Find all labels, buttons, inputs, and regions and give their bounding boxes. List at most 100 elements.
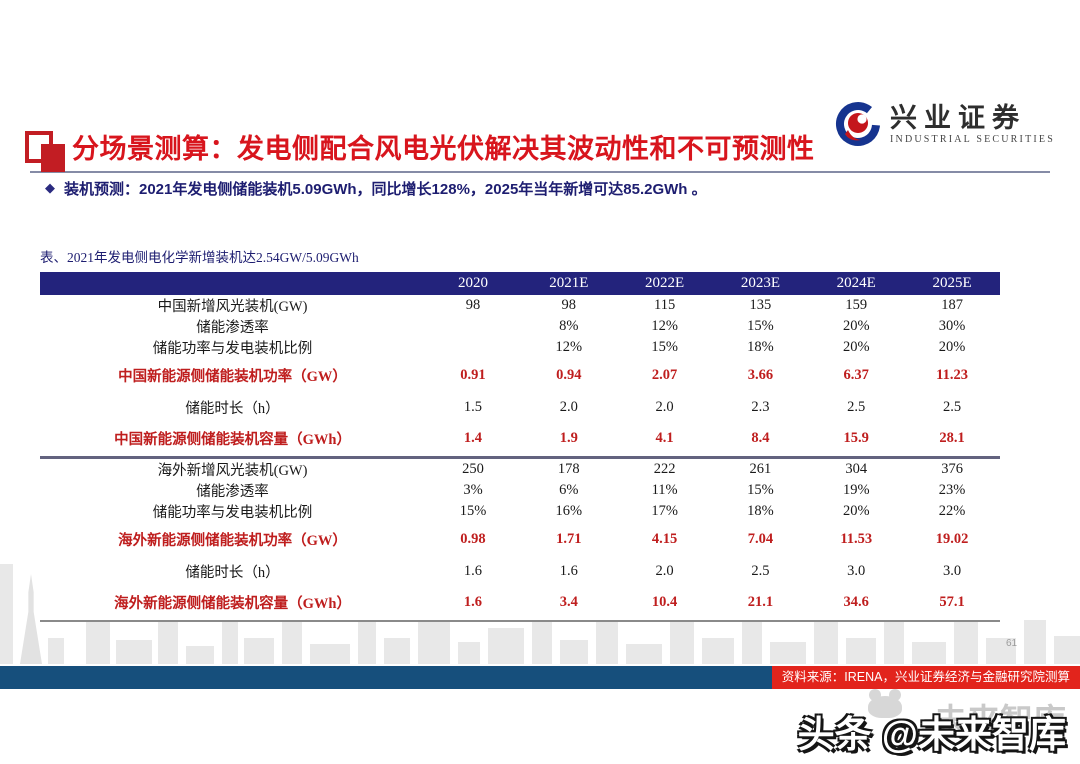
table-row-emphasis: 海外新能源侧储能装机功率（GW） 0.98 1.71 4.15 7.04 11.… <box>40 521 1000 557</box>
row-label: 海外新增风光装机(GW) <box>40 455 426 480</box>
cell <box>425 337 521 358</box>
table-row: 储能渗透率 3% 6% 11% 15% 19% 23% <box>40 479 1000 501</box>
building-silhouette <box>282 616 302 664</box>
building-silhouette <box>846 638 876 664</box>
building-silhouette <box>670 614 694 664</box>
cell: 135 <box>712 295 809 316</box>
cell: 20% <box>808 316 905 337</box>
building-silhouette <box>626 644 662 664</box>
cell: 2.0 <box>616 556 713 586</box>
cell: 0.91 <box>425 358 521 393</box>
cell: 17% <box>616 500 713 522</box>
cell: 2.07 <box>616 358 713 393</box>
building-silhouette <box>358 622 376 664</box>
watermark-cat-logo-icon <box>868 689 902 718</box>
page-title: 分场景测算：发电侧配合风电光伏解决其波动性和不可预测性 <box>72 134 815 164</box>
cell: 8% <box>520 316 617 337</box>
building-silhouette <box>488 628 524 664</box>
cell: 159 <box>808 295 905 316</box>
cell: 2.3 <box>712 393 809 422</box>
cell: 2.5 <box>808 393 905 422</box>
table-row: 储能渗透率 8% 12% 15% 20% 30% <box>40 316 1000 337</box>
table-row: 储能时长（h） 1.6 1.6 2.0 2.5 3.0 3.0 <box>40 556 1000 586</box>
building-silhouette <box>20 574 42 664</box>
cell: 6% <box>520 479 617 501</box>
building-silhouette <box>384 638 410 664</box>
cell: 1.6 <box>520 556 617 586</box>
cell: 21.1 <box>712 585 809 622</box>
building-silhouette <box>1024 620 1046 664</box>
building-silhouette <box>702 638 734 664</box>
cell: 20% <box>808 500 905 522</box>
table-row: 储能功率与发电装机比例 15% 16% 17% 18% 20% 22% <box>40 500 1000 522</box>
cell: 2.0 <box>520 393 617 422</box>
watermark: 未来智库 头条 @未来智库 <box>798 689 1066 760</box>
cell: 98 <box>520 295 617 316</box>
building-silhouette <box>954 614 978 664</box>
row-label: 海外新能源侧储能装机功率（GW） <box>40 521 426 557</box>
cell: 16% <box>520 500 617 522</box>
cell: 28.1 <box>904 422 1000 457</box>
cell: 7.04 <box>712 521 809 557</box>
table-row-emphasis: 海外新能源侧储能装机容量（GWh） 1.6 3.4 10.4 21.1 34.6… <box>40 585 1000 622</box>
cell: 98 <box>425 295 521 316</box>
cell: 12% <box>616 316 713 337</box>
cell: 6.37 <box>808 358 905 393</box>
cell: 20% <box>808 337 905 358</box>
cell: 30% <box>904 316 1000 337</box>
logo-company-name: 兴业证券 <box>890 102 1026 133</box>
cell: 2.5 <box>712 556 809 586</box>
page-number: 61 <box>1006 638 1018 649</box>
cell: 11.23 <box>904 358 1000 393</box>
cell: 18% <box>712 500 809 522</box>
building-silhouette <box>418 614 450 664</box>
row-label: 中国新增风光装机(GW) <box>40 295 426 316</box>
cell: 22% <box>904 500 1000 522</box>
cell: 10.4 <box>616 585 713 622</box>
row-label: 储能时长（h） <box>40 393 426 422</box>
row-label: 海外新能源侧储能装机容量（GWh） <box>40 585 426 622</box>
row-label: 储能功率与发电装机比例 <box>40 500 426 522</box>
table-row: 中国新增风光装机(GW) 98 98 115 135 159 187 <box>40 295 1000 316</box>
table-row: 储能时长（h） 1.5 2.0 2.0 2.3 2.5 2.5 <box>40 393 1000 422</box>
cell: 11% <box>616 479 713 501</box>
cell: 1.6 <box>425 585 521 622</box>
row-label: 储能渗透率 <box>40 316 426 337</box>
forecast-table: 2020 2021E 2022E 2023E 2024E 2025E 中国新增风… <box>40 272 1000 622</box>
table-row: 储能功率与发电装机比例 12% 15% 18% 20% 20% <box>40 337 1000 358</box>
industrial-securities-swirl-icon <box>836 102 880 146</box>
building-silhouette <box>0 564 13 664</box>
column-header: 2025E <box>904 272 1000 295</box>
building-silhouette <box>884 620 904 664</box>
cell: 19.02 <box>904 521 1000 557</box>
building-silhouette <box>158 620 178 664</box>
building-silhouette <box>532 608 552 664</box>
cell: 15% <box>712 316 809 337</box>
table-row: 海外新增风光装机(GW) 250 178 222 261 304 376 <box>40 455 1000 480</box>
building-silhouette <box>814 612 838 664</box>
diamond-bullet-icon: ◆ <box>45 180 55 195</box>
company-logo: 兴业证券 INDUSTRIAL SECURITIES <box>834 100 1055 148</box>
building-silhouette <box>310 644 350 664</box>
column-header: 2021E <box>520 272 617 295</box>
table-row-emphasis: 中国新能源侧储能装机容量（GWh） 1.4 1.9 4.1 8.4 15.9 2… <box>40 422 1000 457</box>
row-label: 中国新能源侧储能装机功率（GW） <box>40 358 426 393</box>
cell: 1.4 <box>425 422 521 457</box>
building-silhouette <box>244 638 274 664</box>
table-caption: 表、2021年发电侧电化学新增装机达2.54GW/5.09GWh <box>40 250 359 265</box>
cell: 304 <box>808 455 905 480</box>
column-header: 2023E <box>712 272 809 295</box>
cell: 19% <box>808 479 905 501</box>
cell: 20% <box>904 337 1000 358</box>
watermark-main-text: 头条 @未来智库 <box>797 714 1066 755</box>
cell: 376 <box>904 455 1000 480</box>
cell: 178 <box>520 455 617 480</box>
cell: 187 <box>904 295 1000 316</box>
cell: 15% <box>616 337 713 358</box>
building-silhouette <box>742 622 762 664</box>
cell: 3% <box>425 479 521 501</box>
row-label: 储能功率与发电装机比例 <box>40 337 426 358</box>
row-label: 储能时长（h） <box>40 556 426 586</box>
cell: 3.4 <box>520 585 617 622</box>
cell: 250 <box>425 455 521 480</box>
